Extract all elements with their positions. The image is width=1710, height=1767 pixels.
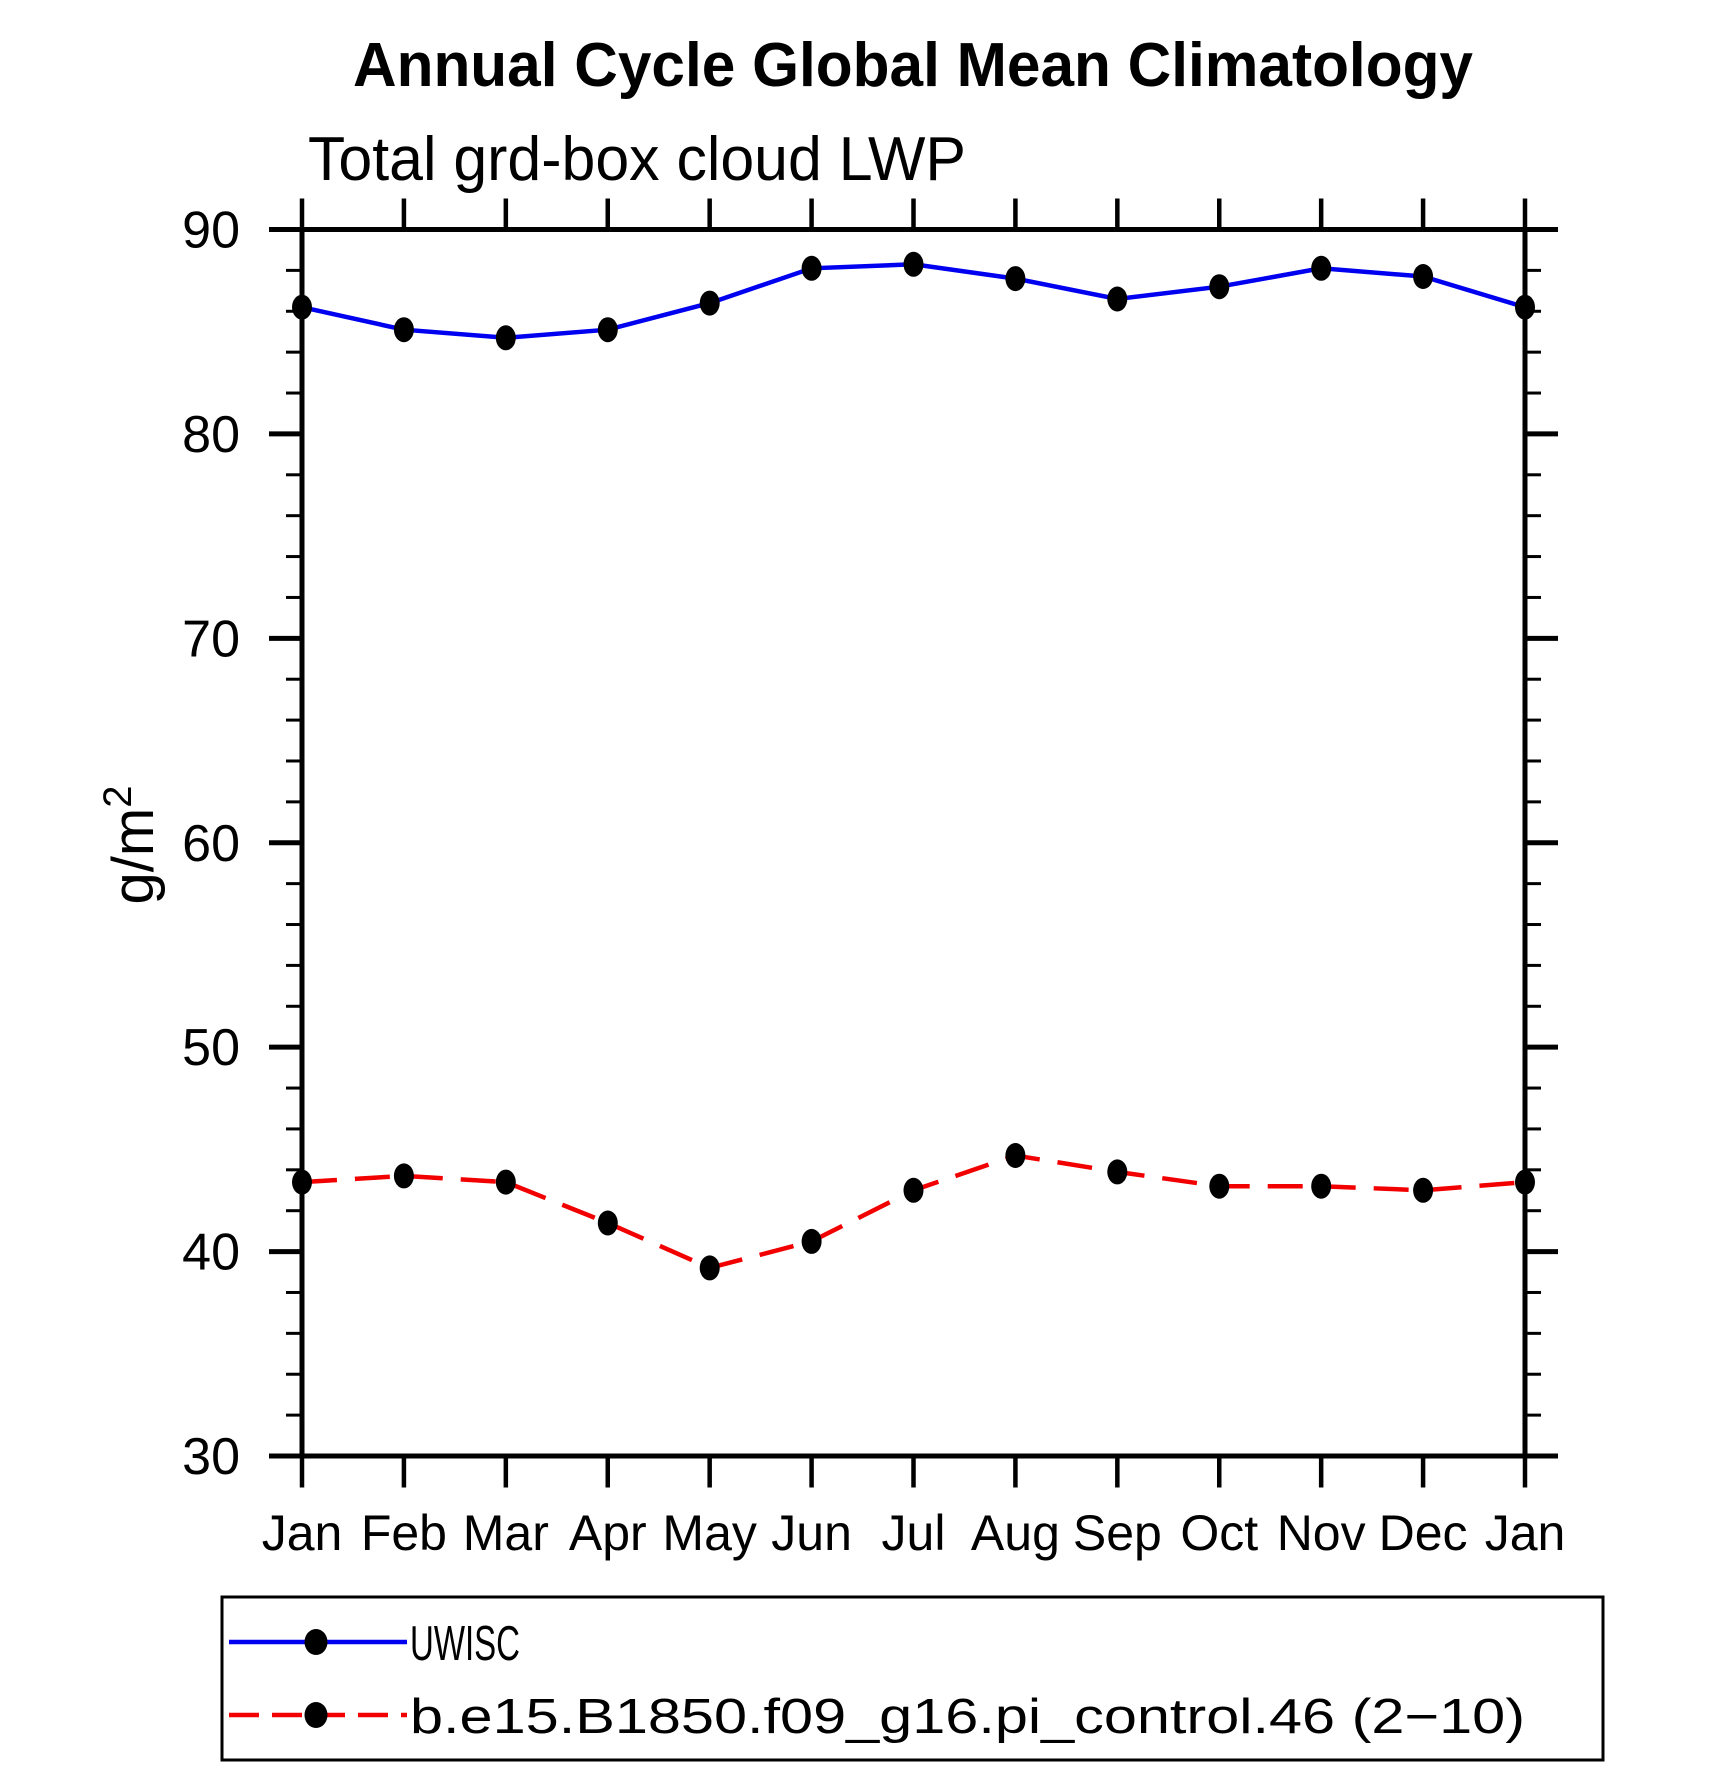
x-tick-label-3: Apr	[569, 1505, 647, 1561]
series-0-marker-May-4	[699, 290, 720, 316]
legend-box	[220, 1595, 1605, 1762]
legend: UWISC b.e15.B1850.f09_g16.pi_control.46 …	[220, 1595, 1605, 1762]
series-1-marker-Nov-10	[1311, 1173, 1332, 1199]
series-0-marker-Oct-9	[1209, 274, 1230, 300]
legend-label-model: b.e15.B1850.f09_g16.pi_control.46 (2−10)	[410, 1690, 1525, 1744]
y-tick-label-60: 60	[182, 815, 240, 873]
series-1-marker-Jan-12	[1515, 1169, 1535, 1195]
x-tick-label-2: Mar	[463, 1505, 549, 1561]
legend-samples	[229, 1629, 407, 1728]
series-0-marker-Jan-0	[292, 294, 312, 320]
series-1-marker-Dec-11	[1413, 1177, 1434, 1203]
series-1-marker-Sep-8	[1107, 1159, 1128, 1185]
chart-title: Annual Cycle Global Mean Climatology	[353, 31, 1473, 100]
series-1-marker-Apr-3	[597, 1210, 618, 1236]
x-tick-label-12: Jan	[1485, 1505, 1566, 1561]
legend-label-uwisc: UWISC	[410, 1617, 520, 1671]
legend-sample-marker-1	[304, 1702, 328, 1728]
x-tick-label-9: Oct	[1180, 1505, 1258, 1561]
series-1-marker-Oct-9	[1209, 1173, 1230, 1199]
plot-frame	[299, 227, 1528, 1459]
chart-subtitle: Total grd-box cloud LWP	[308, 125, 966, 194]
x-tick-label-8: Sep	[1073, 1505, 1162, 1561]
series-line-1	[301, 1153, 1526, 1271]
y-tick-label-30: 30	[182, 1428, 240, 1486]
series-0-marker-Mar-2	[495, 325, 516, 351]
x-tick-label-10: Nov	[1277, 1505, 1366, 1561]
x-tick-label-11: Dec	[1379, 1505, 1468, 1561]
x-tick-label-4: May	[662, 1505, 756, 1561]
series-1-marker-Jan-0	[292, 1169, 312, 1195]
series-0-marker-Jan-12	[1515, 294, 1535, 320]
y-axis-label: g/m2	[96, 786, 166, 905]
series-0-marker-Aug-7	[1005, 266, 1026, 292]
y-axis-label-base: g/m	[101, 808, 166, 905]
series-0-marker-Sep-8	[1107, 286, 1128, 312]
series-0-marker-Feb-1	[393, 317, 414, 343]
series-1-marker-Jun-5	[801, 1228, 822, 1254]
series-0-marker-Dec-11	[1413, 264, 1434, 289]
x-tick-label-7: Aug	[971, 1505, 1060, 1561]
axes: Jan Feb Mar Apr May Jun Jul Aug Sep Oct Nov Dec Jan 3…	[182, 198, 1566, 1561]
y-tick-label-40: 40	[182, 1224, 240, 1282]
y-tick-label-90: 90	[182, 202, 240, 260]
data-series	[292, 251, 1535, 1281]
series-0-marker-Jul-6	[903, 251, 924, 277]
series-0-marker-Apr-3	[597, 317, 618, 343]
series-0-marker-Nov-10	[1311, 255, 1332, 281]
series-1-marker-Feb-1	[393, 1163, 414, 1189]
x-tick-label-5: Jun	[771, 1505, 852, 1561]
x-tick-label-0: Jan	[262, 1505, 343, 1561]
y-tick-label-80: 80	[182, 406, 240, 464]
y-tick-label-70: 70	[182, 610, 240, 668]
series-1-marker-Aug-7	[1005, 1143, 1026, 1168]
legend-sample-marker-0	[304, 1629, 328, 1655]
y-axis-label-superscript: 2	[96, 786, 140, 808]
series-1-marker-May-4	[699, 1255, 720, 1281]
series-0-marker-Jun-5	[801, 255, 822, 281]
series-1-marker-Mar-2	[495, 1169, 516, 1195]
series-1-marker-Jul-6	[903, 1177, 924, 1203]
x-tick-label-6: Jul	[882, 1505, 946, 1561]
x-tick-label-1: Feb	[361, 1505, 447, 1561]
y-tick-label-50: 50	[182, 1019, 240, 1077]
